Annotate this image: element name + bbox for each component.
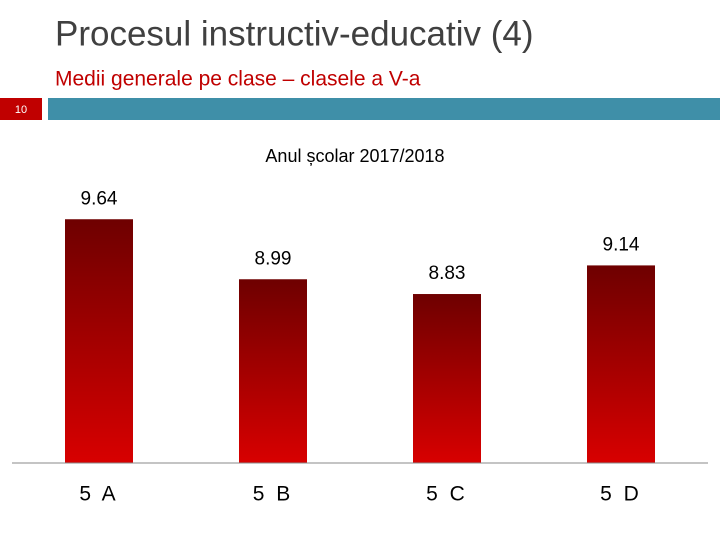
x-tick-label: 5 C: [426, 483, 468, 506]
chart-title: Anul școlar 2017/2018: [265, 146, 444, 166]
x-tick-label: 5 A: [79, 483, 118, 506]
bar: [65, 219, 133, 463]
header-bar: [48, 98, 720, 120]
plot-area: 9.64 5 A 8.99 5 B 8.83 5 C 9.14 5 D: [12, 188, 708, 506]
x-tick-label: 5 D: [600, 483, 642, 506]
value-label: 9.64: [81, 188, 118, 209]
slide-number: 10: [15, 104, 27, 116]
slide-subtitle: Medii generale pe clase – clasele a V-a: [55, 68, 421, 91]
value-label: 9.14: [603, 234, 640, 255]
value-label: 8.83: [429, 263, 466, 284]
bar: [239, 279, 307, 463]
bar: [413, 294, 481, 463]
x-tick-label: 5 B: [253, 483, 294, 506]
slide-number-box: [0, 98, 42, 120]
slide-title: Procesul instructiv-educativ (4): [55, 14, 534, 53]
bar: [587, 265, 655, 463]
value-label: 8.99: [255, 248, 292, 269]
